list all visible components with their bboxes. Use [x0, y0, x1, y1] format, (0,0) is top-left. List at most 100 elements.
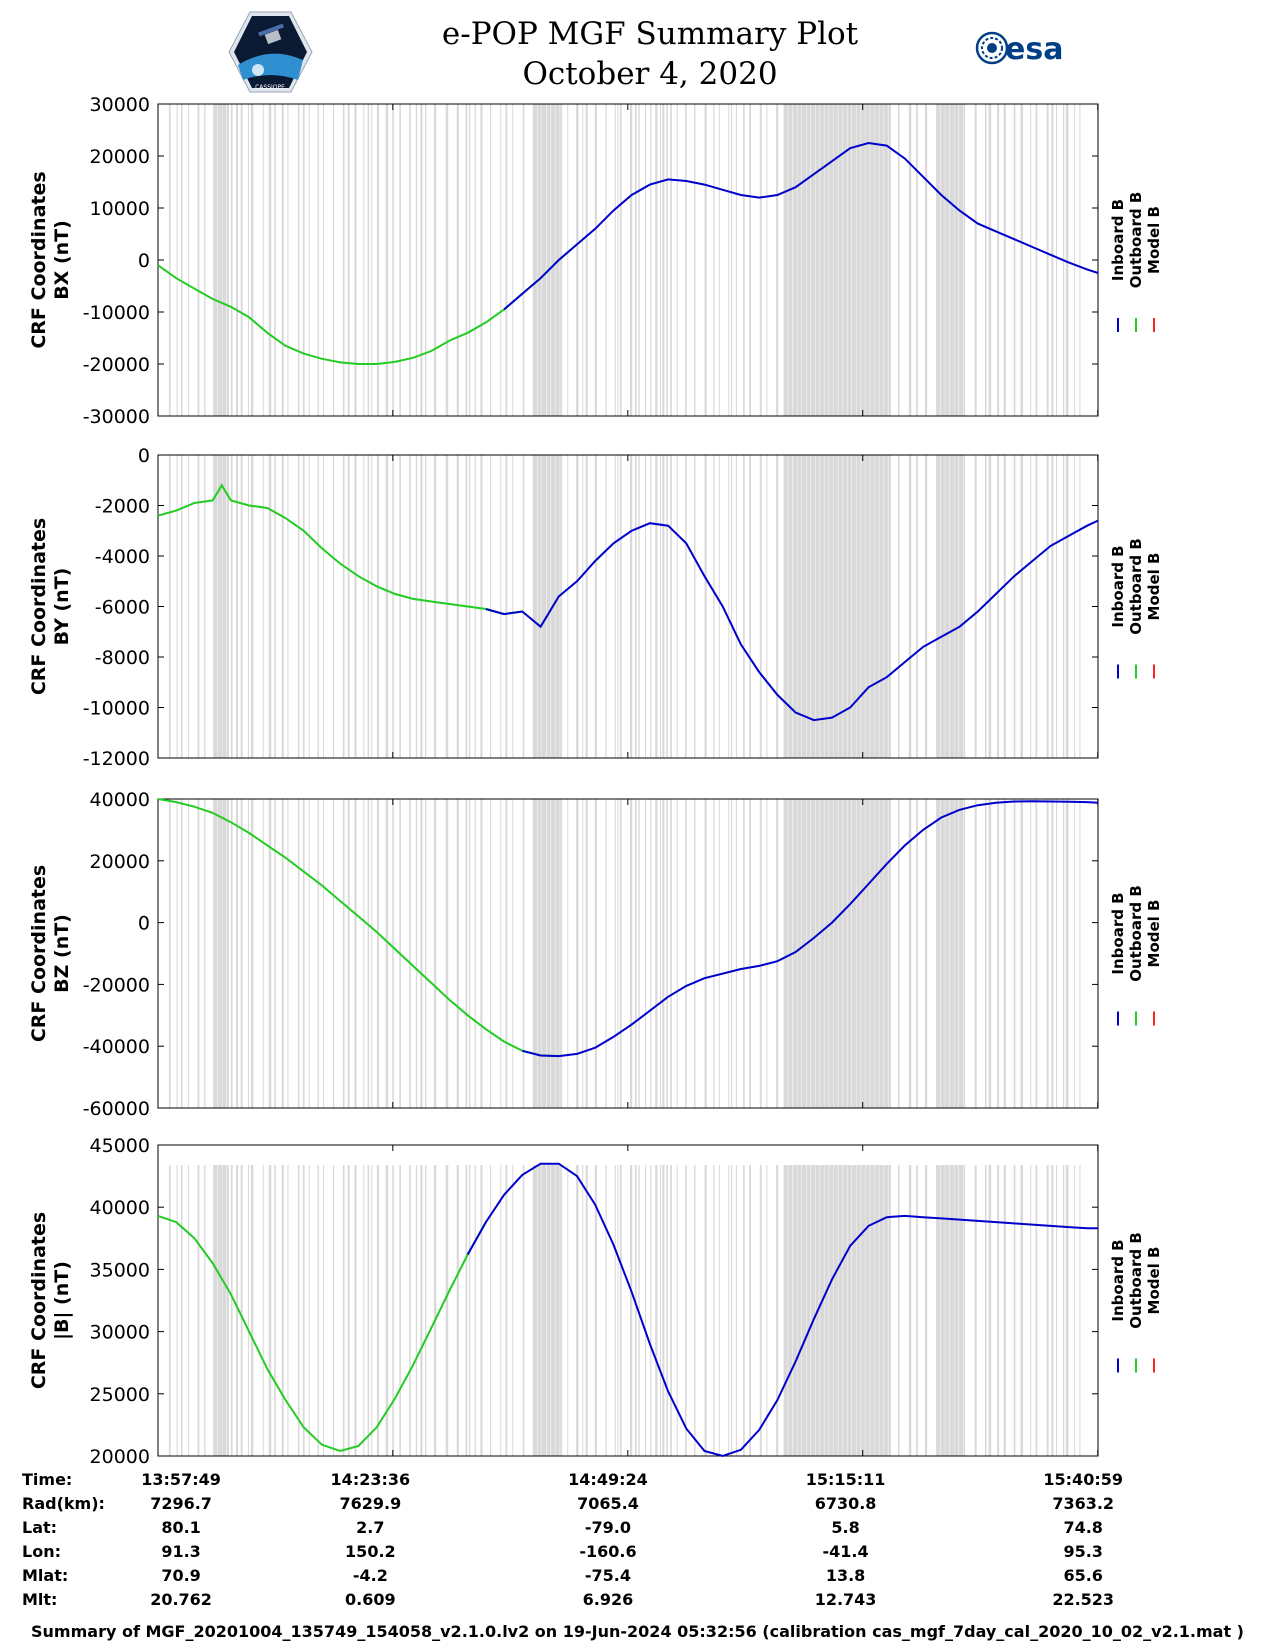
y-tick-label: 20000 — [90, 1446, 150, 1465]
data-gap-shading — [268, 455, 272, 758]
data-gap-shading — [1035, 455, 1038, 758]
data-gap-shading — [500, 104, 502, 416]
data-gap-shading — [655, 799, 658, 1108]
data-gap-shading — [974, 1165, 977, 1456]
data-gap-shading — [342, 799, 345, 1108]
data-gap-shading — [465, 1165, 468, 1456]
data-gap-shading — [213, 104, 218, 416]
data-gap-shading — [766, 104, 768, 416]
y-tick-label: -30000 — [83, 406, 150, 428]
data-gap-shading — [180, 104, 183, 416]
info-row: Mlt: 20.762 0.609 6.926 12.743 22.523 — [22, 1588, 1202, 1612]
data-gap-shading — [250, 455, 254, 758]
data-gap-shading — [262, 799, 264, 1108]
data-gap-shading — [619, 1165, 622, 1456]
info-value: 14:23:36 — [330, 1470, 411, 1489]
data-gap-shading — [984, 104, 987, 416]
data-gap-shading — [694, 455, 696, 758]
data-gap-shading — [287, 1165, 289, 1456]
data-gap-shading — [217, 104, 222, 416]
data-gap-shading — [197, 104, 200, 416]
data-gap-shading — [512, 799, 514, 1108]
data-gap-shading — [879, 455, 884, 758]
data-gap-shading — [230, 455, 233, 758]
data-gap-shading — [425, 1165, 427, 1456]
data-gap-shading — [546, 104, 551, 416]
data-gap-shading — [638, 104, 640, 416]
data-gap-shading — [829, 104, 834, 416]
data-gap-shading — [728, 104, 730, 416]
orbit-info-table: Time: 13:57:49 14:23:36 14:49:24 15:15:11 15:… — [22, 1468, 1202, 1612]
data-gap-shading — [297, 104, 300, 416]
data-gap-shading — [500, 1165, 502, 1456]
data-gap-shading — [392, 799, 394, 1108]
info-row: Lon: 91.3 150.2 -160.6 -41.4 95.3 — [22, 1540, 1202, 1564]
data-gap-shading — [874, 455, 879, 758]
esa-logo-text: esa — [1005, 32, 1063, 67]
data-gap-shading — [551, 799, 556, 1108]
data-gap-shading — [888, 1165, 891, 1456]
data-gap-shading — [685, 799, 687, 1108]
y-tick-label: 25000 — [90, 1384, 150, 1406]
info-value: 7629.9 — [339, 1494, 402, 1513]
data-gap-shading — [883, 799, 888, 1108]
data-gap-shading — [546, 455, 551, 758]
data-gap-shading — [806, 455, 811, 758]
data-gap-shading — [801, 799, 806, 1108]
data-gap-shading — [222, 455, 227, 758]
data-gap-shading — [385, 799, 389, 1108]
y-axis-label-line2: BY (nT) — [51, 568, 73, 646]
y-tick-label: -20000 — [83, 354, 150, 376]
data-gap-shading — [883, 104, 888, 416]
y-tick-label: -10000 — [83, 698, 150, 720]
data-gap-shading — [226, 104, 229, 416]
data-gap-shading — [736, 455, 738, 758]
data-gap-shading — [605, 455, 607, 758]
y-tick-label: -60000 — [83, 1098, 150, 1120]
data-gap-shading — [945, 799, 950, 1108]
data-gap-shading — [236, 1165, 239, 1456]
data-gap-shading — [685, 104, 687, 416]
data-gap-shading — [1065, 455, 1069, 758]
data-gap-shading — [456, 104, 459, 416]
data-gap-shading — [522, 1165, 525, 1456]
data-gap-shading — [522, 799, 525, 1108]
data-gap-shading — [924, 104, 928, 416]
data-gap-shading — [1003, 455, 1006, 758]
data-gap-shading — [226, 1165, 229, 1456]
data-gap-shading — [308, 799, 310, 1108]
data-gap-shading — [537, 104, 542, 416]
data-gap-shading — [759, 455, 762, 758]
data-gap-shading — [551, 1165, 556, 1456]
data-gap-shading — [347, 455, 350, 758]
data-gap-shading — [713, 1165, 715, 1456]
data-gap-shading — [713, 455, 715, 758]
data-gap-shading — [297, 799, 300, 1108]
data-gap-shading — [811, 799, 816, 1108]
data-gap-shading — [247, 799, 249, 1108]
data-gap-shading — [1051, 104, 1054, 416]
data-gap-shading — [585, 799, 588, 1108]
data-gap-shading — [1003, 1165, 1006, 1456]
info-value: 95.3 — [1063, 1542, 1103, 1561]
data-gap-shading — [694, 104, 696, 416]
data-gap-shading — [456, 455, 459, 758]
data-gap-shading — [629, 1165, 633, 1456]
y-tick-label: 40000 — [90, 1197, 150, 1219]
data-gap-shading — [582, 1165, 584, 1456]
data-gap-shading — [354, 799, 357, 1108]
data-gap-shading — [217, 455, 222, 758]
series-line-inboard-b — [503, 141, 1099, 311]
info-value: 70.9 — [161, 1566, 201, 1585]
data-gap-shading — [474, 455, 476, 758]
y-tick-label: -2000 — [95, 496, 150, 518]
data-gap-shading — [704, 104, 707, 416]
data-gap-shading — [856, 799, 861, 1108]
data-gap-shading — [1046, 799, 1049, 1108]
data-gap-shading — [614, 1165, 616, 1456]
data-gap-shading — [474, 799, 476, 1108]
data-gap-shading — [614, 799, 616, 1108]
data-gap-shading — [551, 104, 556, 416]
data-gap-shading — [842, 104, 847, 416]
data-gap-shading — [820, 799, 825, 1108]
